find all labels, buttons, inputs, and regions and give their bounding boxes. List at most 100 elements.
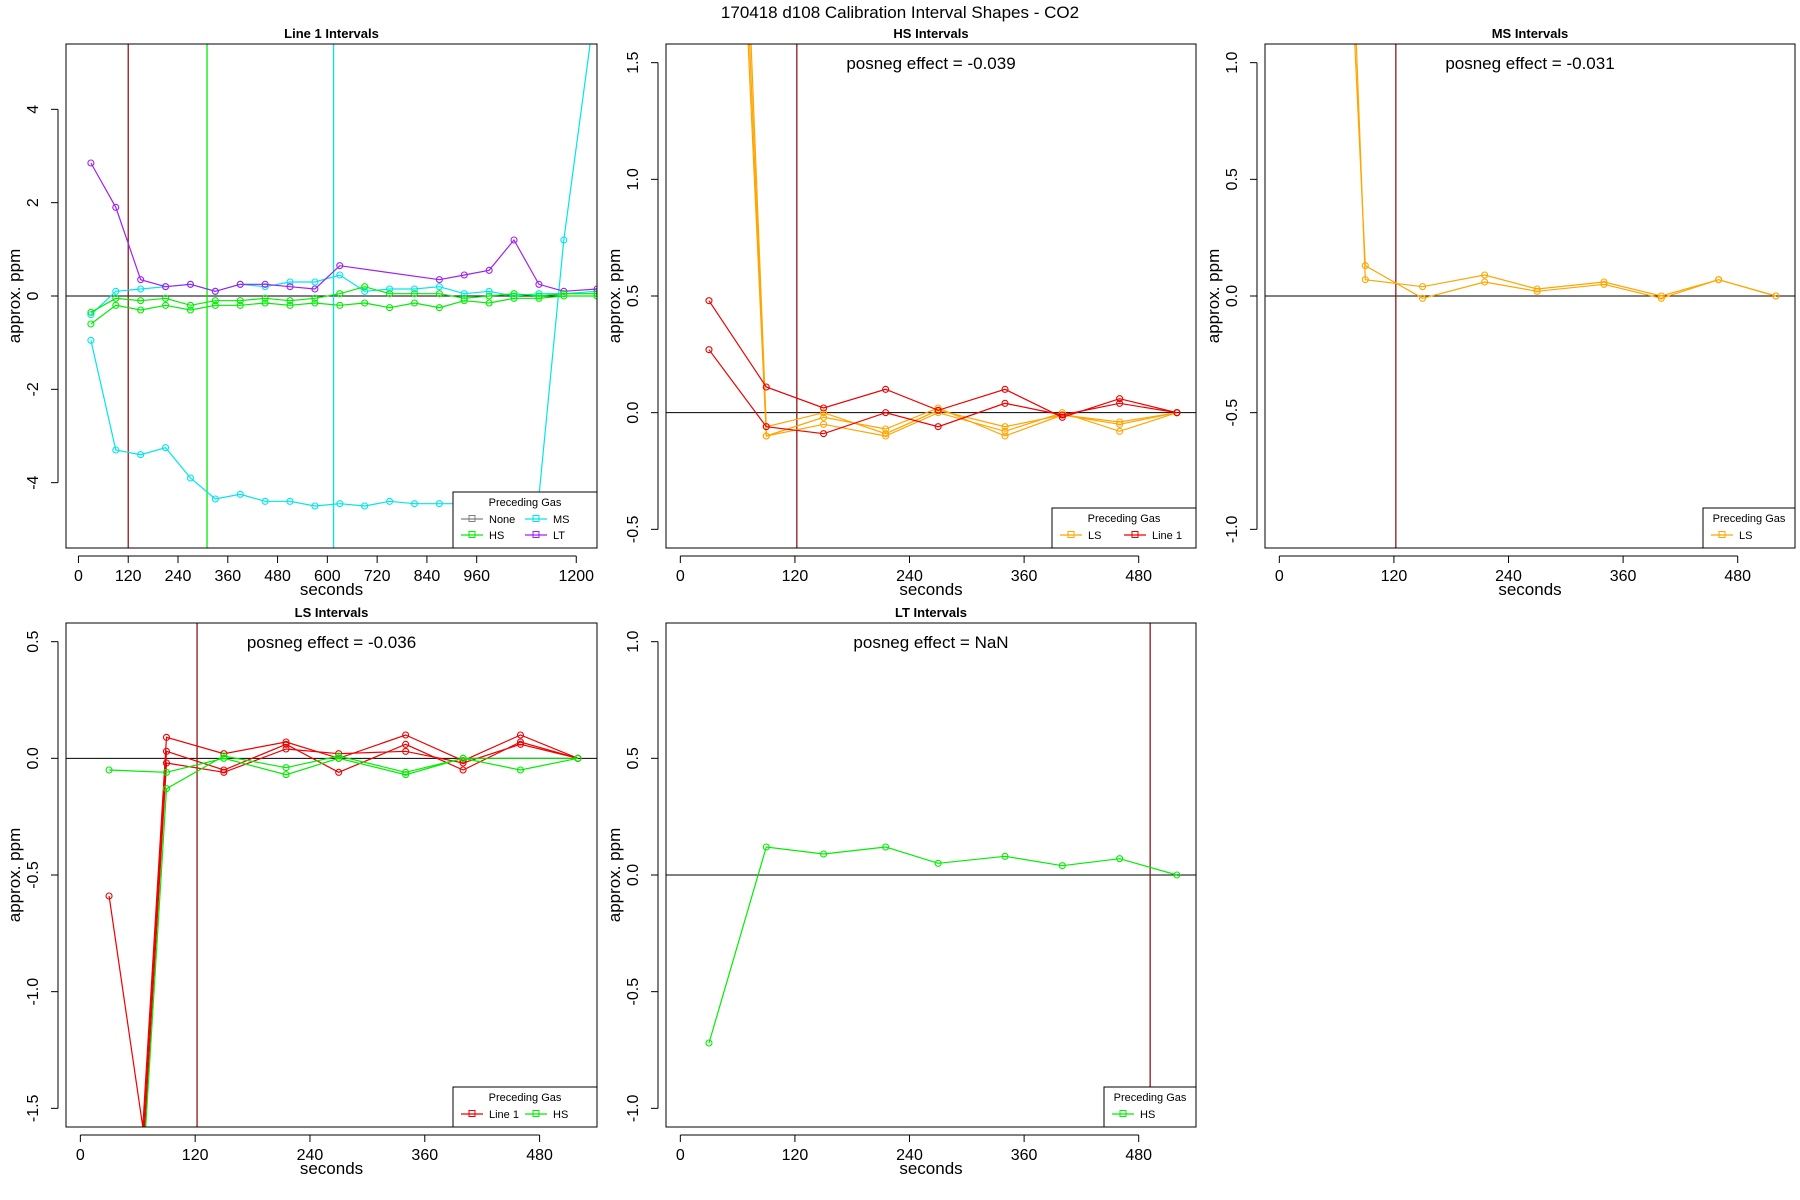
chart-panel-4: LT Intervals 0 120 240 360 480 seconds 1.0 0.5 0.… <box>605 605 1197 1178</box>
data-point <box>1058 411 1066 419</box>
legend-title: Preceding Gas <box>1114 1092 1187 1104</box>
data-point <box>820 409 828 417</box>
legend-box <box>1103 1086 1197 1128</box>
data-point <box>402 768 410 776</box>
data-point <box>335 768 343 776</box>
data-point <box>162 283 170 291</box>
data-point <box>386 290 394 298</box>
data-point <box>105 892 113 900</box>
data-point <box>261 294 269 302</box>
data-point <box>762 843 770 851</box>
data-point <box>460 290 468 298</box>
data-point <box>162 768 171 776</box>
data-point <box>1001 385 1009 393</box>
data-point <box>934 404 942 412</box>
legend-label: LS <box>1739 530 1752 542</box>
series-line <box>708 349 1177 435</box>
x-tick-label: 360 <box>1610 568 1637 585</box>
data-point <box>1715 276 1723 284</box>
data-point <box>162 444 170 452</box>
data-point <box>286 497 294 505</box>
posneg-annotation: posneg effect = NaN <box>853 633 1008 652</box>
x-tick-label: 1200 <box>558 568 594 585</box>
data-point <box>142 1129 148 1135</box>
data-point <box>211 297 219 305</box>
data-point <box>1352 1 1358 7</box>
legend: Preceding Gas HS <box>1103 1086 1197 1128</box>
data-point <box>211 301 219 309</box>
plot-frame <box>665 622 1197 1128</box>
data-point <box>1600 280 1608 288</box>
data-point <box>1657 294 1665 302</box>
data-point <box>1001 427 1009 435</box>
data-point <box>820 430 828 438</box>
data-point <box>282 745 290 753</box>
panel-title: LT Intervals <box>895 605 967 620</box>
chart-panel-2: MS Intervals 0 120 240 360 480 seconds 1.0 0.5 0.… <box>1204 1 1796 599</box>
data-point <box>112 301 120 309</box>
data-point <box>459 759 467 767</box>
data-point <box>510 236 518 244</box>
legend-swatch-marker <box>1119 1110 1127 1117</box>
data-point <box>535 280 543 288</box>
legend-entry: None <box>461 514 515 526</box>
data-point <box>410 299 419 307</box>
data-point <box>186 474 195 482</box>
data-point <box>485 266 493 274</box>
data-point <box>762 423 770 431</box>
data-point <box>220 752 228 760</box>
data-point <box>311 502 319 510</box>
y-tick-label: 2 <box>25 198 42 207</box>
data-point <box>435 283 443 291</box>
x-tick-label: 240 <box>297 1147 324 1164</box>
data-point <box>485 292 493 300</box>
data-point <box>1350 1 1356 7</box>
data-point <box>593 292 597 300</box>
series-line <box>747 44 1177 437</box>
panel-title: HS Intervals <box>893 26 968 41</box>
y-tick-label: -1.0 <box>625 1094 642 1122</box>
data-point <box>105 766 113 774</box>
data-point <box>705 1039 713 1047</box>
legend-entry: HS <box>1112 1109 1155 1121</box>
data-point <box>402 771 410 779</box>
legend-label: Line 1 <box>1152 530 1182 542</box>
data-point <box>820 420 828 428</box>
data-point <box>236 301 244 309</box>
data-point <box>535 294 543 302</box>
data-point <box>510 292 518 300</box>
data-point <box>140 1129 146 1135</box>
x-tick-label: 840 <box>414 568 441 585</box>
data-point <box>361 283 369 291</box>
legend-box <box>452 491 598 549</box>
panel-title: MS Intervals <box>1492 26 1569 41</box>
legend: Preceding Gas Line 1 HS <box>452 1086 598 1128</box>
data-point <box>882 430 890 438</box>
series-line <box>109 757 579 776</box>
data-point <box>186 301 195 309</box>
chart-panel-3: LS Intervals 0 120 240 360 480 seconds 0.5 0.0 -0… <box>5 605 598 1178</box>
legend: Preceding Gas None MS HS LT <box>452 491 598 549</box>
plot-frame <box>65 622 598 1128</box>
series-line <box>144 743 579 1127</box>
y-tick-label: 4 <box>25 105 42 114</box>
legend-swatch-marker <box>532 515 540 522</box>
data-point <box>882 843 890 851</box>
data-point <box>1001 423 1009 431</box>
data-point <box>485 299 493 307</box>
y-tick-label: -2 <box>25 382 42 396</box>
data-point <box>282 738 290 746</box>
x-tick-label: 720 <box>364 568 391 585</box>
figure-title: 170418 d108 Calibration Interval Shapes … <box>721 3 1079 22</box>
data-point <box>236 490 244 498</box>
plot-area <box>66 44 597 548</box>
x-tick-label: 0 <box>1275 568 1284 585</box>
data-point <box>882 425 890 433</box>
y-tick-label: -1.0 <box>25 978 42 1006</box>
data-point <box>236 297 244 305</box>
data-point <box>459 757 467 765</box>
data-point <box>1116 399 1124 407</box>
panel-title: LS Intervals <box>295 605 369 620</box>
data-point <box>402 747 410 755</box>
x-tick-label: 120 <box>782 1147 809 1164</box>
